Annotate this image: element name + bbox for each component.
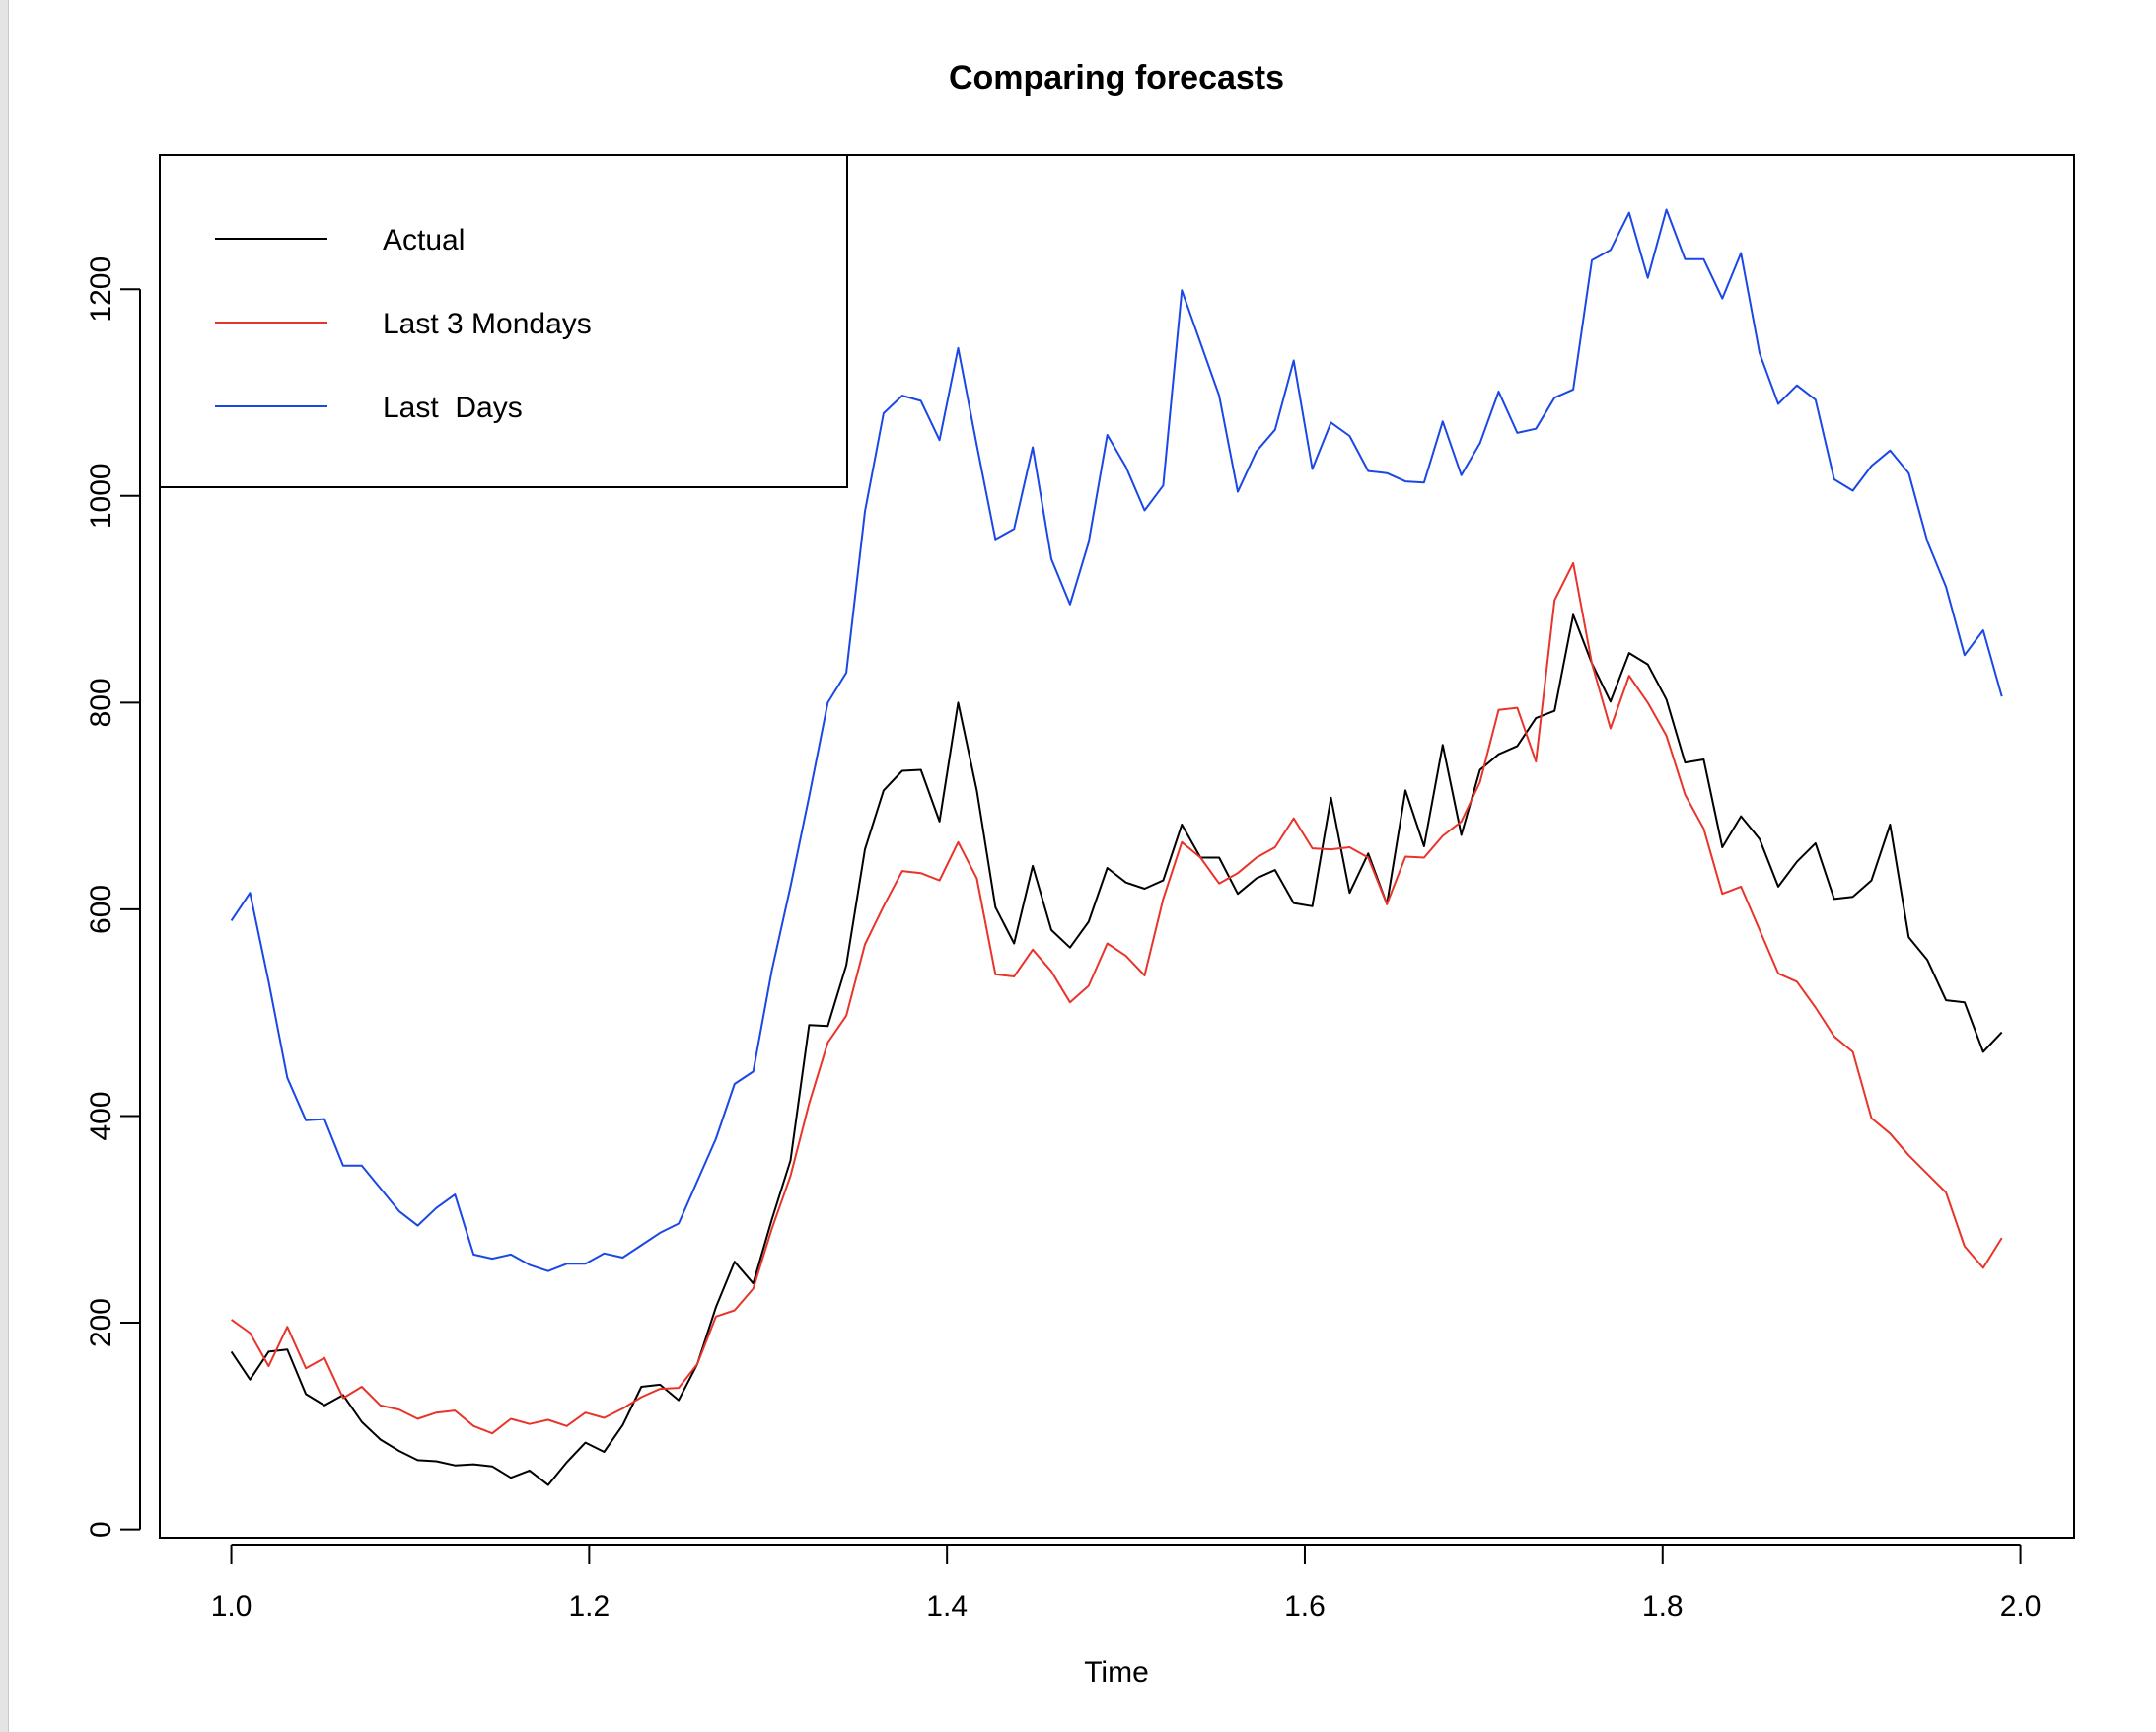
legend-label: Last Days	[383, 392, 523, 424]
series-line-last-3-mondays	[231, 561, 2003, 1435]
x-tick-label: 1.6	[1284, 1590, 1326, 1623]
legend-entry: Last Days	[215, 392, 523, 424]
series-lines	[230, 208, 2003, 1486]
x-axis-label: Time	[1084, 1656, 1149, 1689]
legend-entry: Last 3 Mondays	[215, 308, 592, 340]
series-line-last-days	[230, 208, 2003, 1272]
y-tick-label: 1000	[85, 463, 117, 529]
legend-label: Last 3 Mondays	[383, 308, 592, 340]
y-tick-label: 400	[85, 1091, 117, 1140]
x-tick-label: 1.2	[569, 1590, 611, 1623]
x-tick-label: 2.0	[2000, 1590, 2042, 1623]
x-axis: 1.0 1.2 1.4 1.6 1.8 2.0	[211, 1544, 2042, 1623]
x-tick-label: 1.4	[926, 1590, 968, 1623]
y-tick-label: 200	[85, 1298, 117, 1347]
plot-box	[159, 154, 2075, 1539]
y-tick-label: 600	[85, 885, 117, 934]
legend-label: Actual	[383, 224, 465, 256]
y-axis: 0 200 400 600 800 1000 1200	[85, 256, 141, 1538]
x-tick-label: 1.0	[211, 1590, 252, 1623]
chart-title: Comparing forecasts	[949, 59, 1284, 97]
legend-box	[159, 154, 848, 488]
y-tick-label: 0	[85, 1521, 117, 1538]
legend-entry: Actual	[215, 224, 465, 256]
window-edge	[0, 0, 9, 1732]
legend: Actual Last 3 Mondays Last Days	[159, 154, 848, 488]
series-line-actual	[230, 613, 2003, 1486]
x-tick-label: 1.8	[1642, 1590, 1684, 1623]
y-tick-label: 1200	[85, 256, 117, 323]
y-tick-label: 800	[85, 678, 117, 727]
